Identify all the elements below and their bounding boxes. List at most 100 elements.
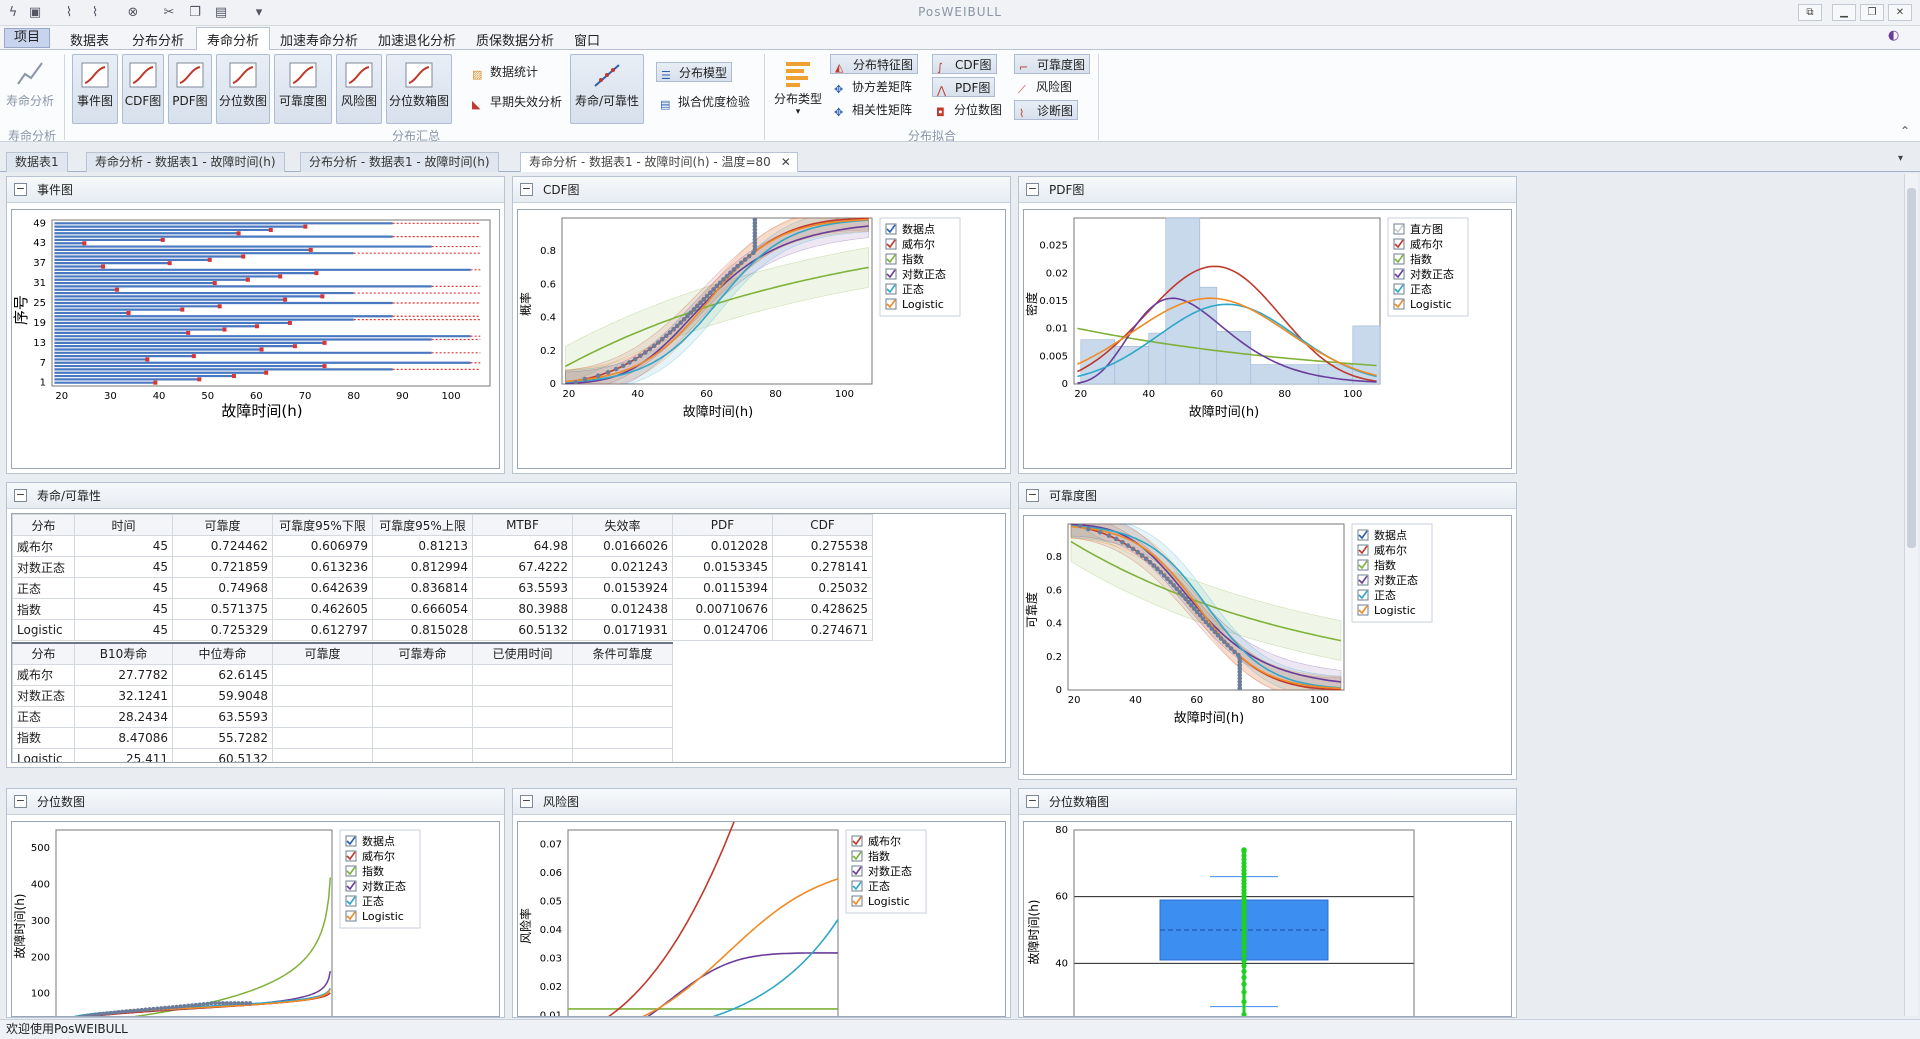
plot-frame xyxy=(567,829,839,1016)
minimize-button[interactable]: ▁ xyxy=(1832,4,1856,21)
menu-life-analysis[interactable]: 寿命分析 xyxy=(196,27,271,51)
collapse-icon[interactable]: − xyxy=(1026,182,1039,196)
table-row[interactable]: 指数 45 0.571375 0.462605 0.666054 80.3988 0.012… xyxy=(12,598,873,620)
data-point xyxy=(613,366,619,372)
table-row[interactable]: Logistic 25.411 60.5132 xyxy=(12,747,673,762)
collapse-icon[interactable]: − xyxy=(14,488,27,502)
menu-warranty[interactable]: 质保数据分析 xyxy=(476,34,555,49)
summary-event-button[interactable]: 事件图 xyxy=(72,54,118,124)
tab-datatable1[interactable]: 数据表1 xyxy=(6,152,68,172)
data-point xyxy=(228,1001,233,1006)
group-summary-label: 分布汇总 xyxy=(392,129,441,143)
summary-boxplot-button[interactable]: 分位数箱图 xyxy=(386,54,452,124)
chart2-icon[interactable]: ⌇ xyxy=(91,5,99,20)
collapse-icon[interactable]: − xyxy=(1026,488,1039,502)
data-point xyxy=(1237,659,1243,665)
menu-dist-analysis[interactable]: 分布分析 xyxy=(132,34,185,49)
tab-life-analysis-temp80[interactable]: 寿命分析 - 数据表1 - 故障时间(h) - 温度=80 ✕ xyxy=(520,152,798,172)
y-axis-label: 故障时间(h) xyxy=(1026,900,1041,965)
table-row[interactable]: 指数 8.47086 55.7282 xyxy=(12,726,673,749)
collapse-icon[interactable]: − xyxy=(14,182,27,196)
life-reliability-button[interactable]: 寿命/可靠性 xyxy=(570,54,644,124)
data-point xyxy=(232,1001,237,1006)
menu-accel-degrade[interactable]: 加速退化分析 xyxy=(378,34,457,49)
y-axis-label: 概率 xyxy=(518,292,533,316)
y-axis-label: 故障时间(h) xyxy=(12,894,27,959)
dist-feature-button[interactable]: ◭ 分布特征图 xyxy=(830,54,919,74)
table-row[interactable]: 对数正态 32.1241 59.9048 xyxy=(12,684,673,707)
hazard-plot-button[interactable]: ⟋ 风险图 xyxy=(1018,80,1073,96)
stop-icon[interactable]: ⊗ xyxy=(127,5,139,20)
table-row[interactable]: 对数正态 45 0.721859 0.613236 0.812994 67.4222 0.0… xyxy=(12,556,873,578)
restore-layout-icon[interactable]: ⧉ xyxy=(1798,4,1822,21)
summary-quantile-button[interactable]: 分位数图 xyxy=(216,54,270,124)
table-row[interactable]: 威布尔 27.7782 62.6145 xyxy=(12,663,673,686)
save-icon[interactable]: ▣ xyxy=(28,5,42,20)
collapse-ribbon-icon[interactable]: ⌃ xyxy=(1900,124,1911,138)
summary-cdf-button[interactable]: CDF图 xyxy=(122,54,164,124)
legend-checkbox xyxy=(345,910,357,922)
cdf-plot-button[interactable]: ∫ CDF图 xyxy=(932,54,997,74)
data-point xyxy=(101,1011,106,1016)
failure-marker xyxy=(180,307,185,312)
dist-type-button[interactable]: 分布类型 ▾ xyxy=(772,54,824,124)
corr-matrix-button[interactable]: ✥ 相关性矩阵 xyxy=(834,103,913,119)
chart-icon[interactable]: ⌇ xyxy=(65,5,73,20)
y-tick-label: 0.8 xyxy=(1046,552,1062,563)
scroll-thumb[interactable] xyxy=(1907,188,1916,548)
tab-list-icon[interactable]: ▾ xyxy=(1898,153,1904,164)
close-tab-icon[interactable]: ✕ xyxy=(780,155,791,169)
menu-accel-life[interactable]: 加速寿命分析 xyxy=(280,34,359,49)
data-point xyxy=(120,1009,125,1014)
table-row[interactable]: 威布尔 45 0.724462 0.606979 0.81213 64.98 0.01660… xyxy=(12,535,873,557)
title-bar: ϟ ▣ ⌇ ⌇ ⊗ ✂ ❐ ▤ ▾ PosWEIBULL ⧉ ▁ ❐ ✕ xyxy=(0,0,1920,26)
data-point xyxy=(647,346,653,352)
tab-dist-analysis[interactable]: 分布分析 - 数据表1 - 故障时间(h) xyxy=(300,152,499,172)
dropdown-icon[interactable]: ▾ xyxy=(255,5,263,20)
help-icon[interactable]: ◐ xyxy=(1888,28,1900,43)
summary-pdf-button[interactable]: PDF图 xyxy=(168,54,212,124)
data-point xyxy=(660,336,665,342)
x-tick-label: 100 xyxy=(1310,695,1329,706)
menu-window[interactable]: 窗口 xyxy=(574,34,601,49)
collapse-icon[interactable]: − xyxy=(520,794,533,808)
table-row[interactable]: 正态 28.2434 63.5593 xyxy=(12,705,673,728)
dist-model-button[interactable]: ☰ 分布模型 xyxy=(656,62,733,82)
early-failure-button[interactable]: ◣ 早期失效分析 xyxy=(472,95,563,111)
paste-icon[interactable]: ▤ xyxy=(214,5,228,20)
collapse-icon[interactable]: − xyxy=(520,182,533,196)
summary-reliability-button[interactable]: 可靠度图 xyxy=(274,54,332,124)
life-analysis-button[interactable]: 寿命分析 xyxy=(4,54,56,124)
y-tick-label: 0.03 xyxy=(540,954,562,965)
cov-matrix-button[interactable]: ✥ 协方差矩阵 xyxy=(834,80,913,96)
data-point xyxy=(1241,981,1247,987)
table-row[interactable]: Logistic 45 0.725329 0.612797 0.815028 60.513… xyxy=(12,619,873,641)
diagnostic-plot-button[interactable]: ⌇ 诊断图 xyxy=(1014,100,1079,120)
legend-label: 威布尔 xyxy=(362,850,395,863)
quantile-plot-button[interactable]: ◘ 分位数图 xyxy=(936,103,1003,119)
collapse-icon[interactable]: − xyxy=(1026,794,1039,808)
copy-icon[interactable]: ❐ xyxy=(189,5,201,20)
table-row[interactable]: 正态 45 0.74968 0.642639 0.836814 63.5593 0.0153… xyxy=(12,577,873,599)
vertical-scrollbar[interactable] xyxy=(1904,174,1918,1016)
failure-marker xyxy=(212,281,217,286)
tab-life-analysis-1[interactable]: 寿命分析 - 数据表1 - 故障时间(h) xyxy=(86,152,285,172)
data-stats-button[interactable]: ▨ 数据统计 xyxy=(472,65,539,81)
data-point xyxy=(1168,579,1173,585)
maximize-button[interactable]: ❐ xyxy=(1860,4,1884,21)
pdf-plot-button[interactable]: ⋀ PDF图 xyxy=(932,77,996,97)
cut-icon[interactable]: ✂ xyxy=(163,5,175,20)
collapse-icon[interactable]: − xyxy=(14,794,27,808)
exp-confidence-band xyxy=(565,247,869,385)
reliability-plot-button[interactable]: ⌐ 可靠度图 xyxy=(1014,54,1091,74)
data-point xyxy=(1241,852,1247,859)
col-header: PDF xyxy=(672,514,773,536)
plot-frame xyxy=(1067,523,1345,691)
close-button[interactable]: ✕ xyxy=(1888,4,1912,21)
legend-checkbox xyxy=(1393,268,1405,280)
menu-datatable[interactable]: 数据表 xyxy=(70,34,110,49)
goodness-button[interactable]: ▤ 拟合优度检验 xyxy=(660,95,751,111)
summary-hazard-button[interactable]: 风险图 xyxy=(336,54,382,124)
data-point xyxy=(1241,856,1247,863)
menu-project[interactable]: 项目 xyxy=(4,28,50,48)
